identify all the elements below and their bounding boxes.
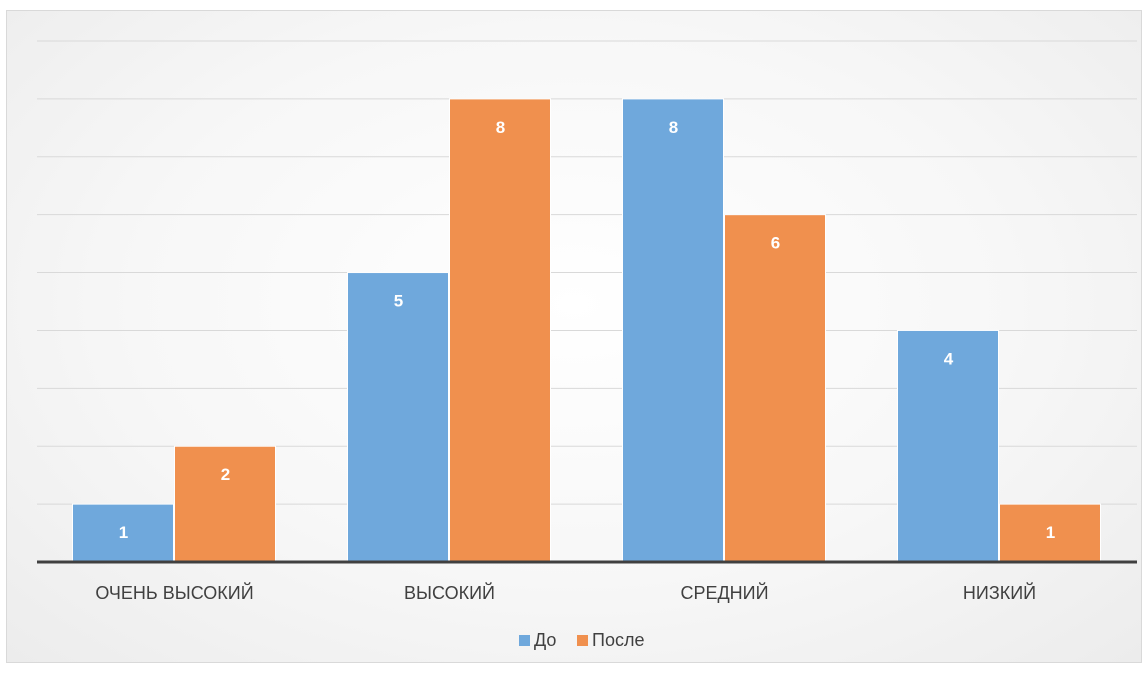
- chart-frame: 1 2 5 8 8 6 4 1 ОЧЕНЬ ВЫСОКИЙ ВЫСОКИЙ СРЕДНИЙ НИЗК…: [6, 10, 1142, 663]
- bar-do-3: [897, 329, 999, 563]
- legend-label: После: [592, 630, 644, 650]
- legend: До После: [519, 630, 644, 650]
- data-label: 5: [394, 292, 403, 311]
- legend-label: До: [534, 630, 556, 650]
- bar-do-0: [72, 503, 174, 563]
- bar-posle-2: [724, 214, 826, 563]
- data-label: 1: [1046, 523, 1055, 542]
- data-label: 8: [669, 118, 678, 137]
- bar-posle-3: [999, 503, 1101, 563]
- data-label: 1: [119, 523, 128, 542]
- data-label: 4: [944, 349, 954, 368]
- category-label: ОЧЕНЬ ВЫСОКИЙ: [95, 582, 253, 603]
- bar-do-1: [347, 272, 449, 563]
- category-label: НИЗКИЙ: [963, 582, 1036, 603]
- legend-swatch: [577, 635, 588, 646]
- legend-swatch: [519, 635, 530, 646]
- bar-chart: 1 2 5 8 8 6 4 1 ОЧЕНЬ ВЫСОКИЙ ВЫСОКИЙ СРЕДНИЙ НИЗК…: [37, 40, 1137, 650]
- data-label: 6: [771, 234, 780, 253]
- data-label: 8: [496, 118, 505, 137]
- data-label: 2: [221, 465, 230, 484]
- bar-posle-0: [174, 445, 276, 563]
- category-label: ВЫСОКИЙ: [404, 582, 495, 603]
- category-label: СРЕДНИЙ: [680, 582, 768, 603]
- bar-posle-1: [449, 98, 551, 563]
- category-labels: ОЧЕНЬ ВЫСОКИЙ ВЫСОКИЙ СРЕДНИЙ НИЗКИЙ: [95, 582, 1036, 603]
- bar-do-2: [622, 98, 724, 563]
- data-labels: 1 2 5 8 8 6 4 1: [119, 118, 1055, 542]
- bars: [72, 98, 1101, 563]
